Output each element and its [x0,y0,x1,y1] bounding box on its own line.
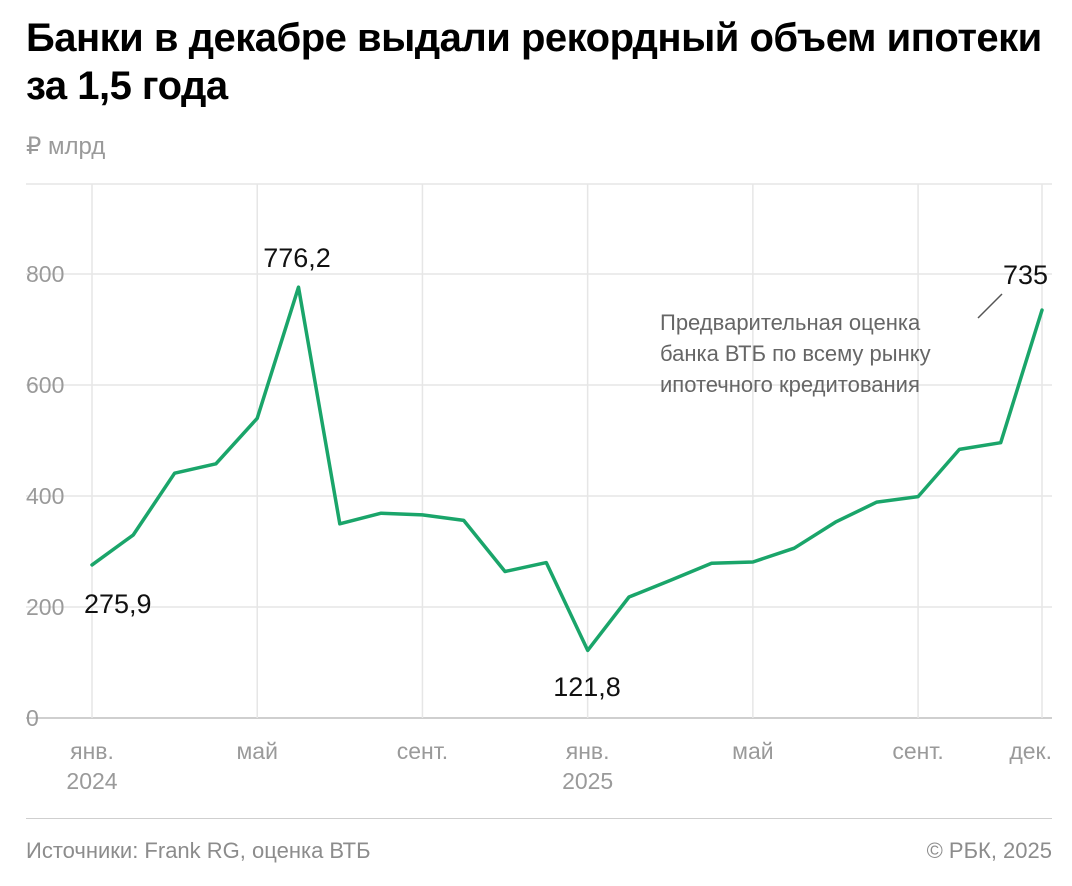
x-tick-label: дек. [1009,738,1052,764]
annotation-leader [977,293,1003,319]
footer-divider [26,818,1052,819]
y-tick-label: 800 [26,261,64,287]
source-text: Источники: Frank RG, оценка ВТБ [26,838,371,863]
y-tick-label: 400 [26,483,64,509]
x-tick-sublabel: 2024 [66,768,117,794]
y-tick-label: 200 [26,594,64,620]
grid [26,183,1052,719]
data-label: 735 [1003,260,1048,290]
x-axis-ticks: янв. 2024 май сент. янв. 2025 май сент. дек. [66,738,1052,794]
annotation-text: Предварительная оценка [660,310,921,335]
series-group [90,285,1044,653]
x-tick-label: янв. [70,738,114,764]
data-label: 776,2 [263,243,331,273]
annotation-text: ипотечного кредитования [660,372,920,397]
chart-title: Банки в декабре выдали рекордный объем и… [26,16,1042,108]
data-labels: 275,9 776,2 121,8 735 [84,243,1048,702]
unit-label: ₽ млрд [26,133,106,160]
y-tick-label: 600 [26,372,64,398]
copyright-text: © РБК, 2025 [926,838,1052,863]
y-tick-label: 0 [26,705,39,731]
y-axis-ticks: 0 200 400 600 800 [26,261,64,731]
x-tick-label: янв. [566,738,610,764]
x-tick-label: сент. [892,738,943,764]
x-tick-label: сент. [397,738,448,764]
data-label: 275,9 [84,589,152,619]
series-line [90,285,1044,653]
x-tick-label: май [236,738,277,764]
x-tick-label: май [732,738,773,764]
annotation-group: Предварительная оценка банка ВТБ по всему… [660,293,1003,397]
data-label: 121,8 [553,672,621,702]
x-tick-sublabel: 2025 [562,768,613,794]
annotation-text: банка ВТБ по всему рынку [660,341,931,366]
